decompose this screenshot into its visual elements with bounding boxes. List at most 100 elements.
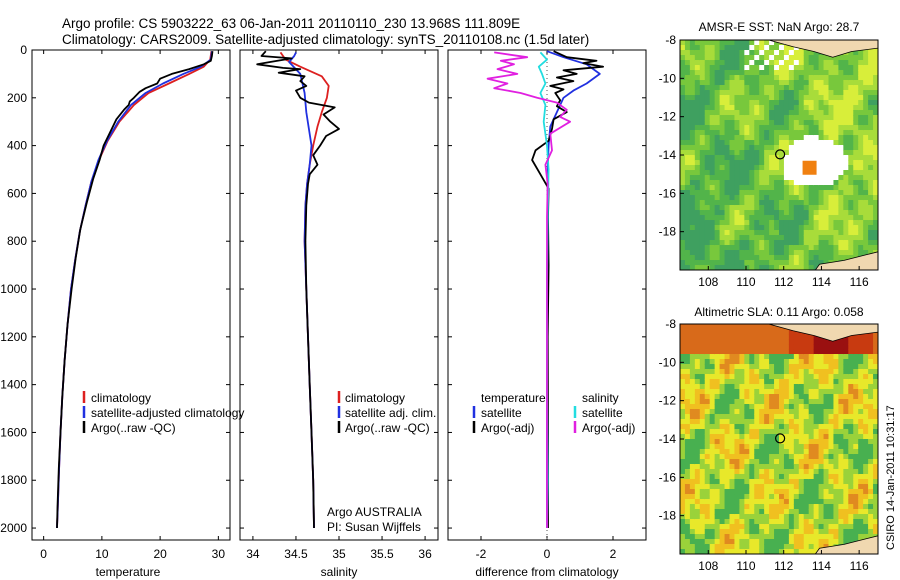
map-cell — [759, 359, 765, 365]
map-cell — [858, 384, 864, 390]
map-cell — [858, 504, 864, 510]
map-cell — [828, 359, 835, 365]
map-cell — [774, 459, 780, 465]
map-cell — [848, 459, 854, 465]
map-cell — [788, 150, 795, 156]
map-cell — [699, 75, 706, 81]
map-cell — [769, 210, 775, 216]
map-cell — [823, 75, 830, 81]
map-cell — [694, 100, 701, 106]
map-cell — [808, 469, 815, 475]
map-cell — [699, 100, 706, 106]
map-cell — [744, 190, 750, 196]
map-cell — [744, 260, 750, 266]
map-cell — [694, 110, 701, 116]
map-cell — [808, 200, 815, 206]
map-cell — [808, 434, 815, 440]
map-cell — [838, 379, 844, 385]
map-cell — [793, 534, 800, 540]
map-cell — [699, 499, 706, 505]
map-cell — [704, 175, 711, 181]
map-cell — [788, 329, 795, 335]
map-cell — [689, 220, 696, 226]
map-cell — [689, 215, 696, 221]
map-cell — [714, 399, 721, 405]
map-cell — [848, 55, 854, 61]
map-cell — [714, 90, 721, 96]
map-cell — [843, 145, 849, 151]
map-cell — [759, 175, 765, 181]
map-cell — [739, 354, 745, 360]
map-cell — [754, 65, 760, 71]
map-cell — [759, 135, 765, 141]
map-cell — [769, 519, 775, 525]
map-cell — [689, 175, 696, 181]
map-cell — [739, 45, 745, 51]
map-cell — [680, 379, 686, 385]
map-cell — [709, 230, 716, 236]
map-cell — [749, 449, 755, 455]
map-cell — [833, 235, 839, 241]
map-cell — [739, 394, 745, 400]
map-cell — [719, 120, 726, 126]
map-cell — [734, 215, 740, 221]
map-cell — [823, 364, 830, 370]
map-cell — [680, 150, 686, 156]
map-cell — [813, 404, 820, 410]
map-cell — [873, 190, 878, 196]
map-cell — [764, 155, 770, 161]
map-cell — [828, 379, 835, 385]
map-cell — [769, 364, 775, 370]
map-cell — [873, 359, 878, 365]
map-cell — [734, 449, 740, 455]
map-cell — [853, 180, 859, 186]
map-cell — [739, 334, 745, 340]
map-cell — [684, 374, 691, 380]
map-cell — [843, 384, 849, 390]
map-cell — [818, 419, 825, 425]
map-cell — [729, 499, 736, 505]
map-cell — [684, 40, 691, 46]
map-cell — [680, 424, 686, 430]
map-cell — [704, 255, 711, 261]
map-cell — [863, 245, 869, 251]
map-cell — [699, 334, 706, 340]
map-cell — [749, 539, 755, 545]
map-cell — [759, 544, 765, 550]
map-cell — [793, 334, 800, 340]
map-cell — [739, 235, 745, 241]
map-cell — [724, 394, 731, 400]
map-cell — [759, 514, 765, 520]
map-cell — [848, 499, 854, 505]
map-cell — [684, 394, 691, 400]
map-cell — [828, 170, 835, 176]
map-cell — [680, 65, 686, 71]
map-cell — [769, 359, 775, 365]
map-cell — [873, 165, 878, 171]
map-cell — [788, 175, 795, 181]
map-cell — [858, 339, 864, 345]
map-cell — [680, 185, 686, 191]
map-cell — [709, 534, 716, 540]
map-cell — [734, 190, 740, 196]
map-cell — [759, 324, 765, 330]
map-cell — [873, 344, 878, 350]
map-cell — [694, 135, 701, 141]
map-cell — [699, 494, 706, 500]
map-cell — [808, 474, 815, 480]
map-cell — [858, 190, 864, 196]
map-cell — [843, 539, 849, 545]
map-cell — [853, 170, 859, 176]
map-cell — [714, 504, 721, 510]
map-cell — [774, 334, 780, 340]
map-cell — [714, 40, 721, 46]
map-cell — [823, 175, 830, 181]
map-cell — [818, 110, 825, 116]
map-cell — [699, 150, 706, 156]
map-cell — [873, 205, 878, 211]
map-cell — [739, 265, 745, 270]
map-cell — [838, 130, 844, 136]
map-cell — [833, 145, 839, 151]
map-cell — [769, 369, 775, 375]
x-tick-label: 0 — [544, 547, 551, 561]
